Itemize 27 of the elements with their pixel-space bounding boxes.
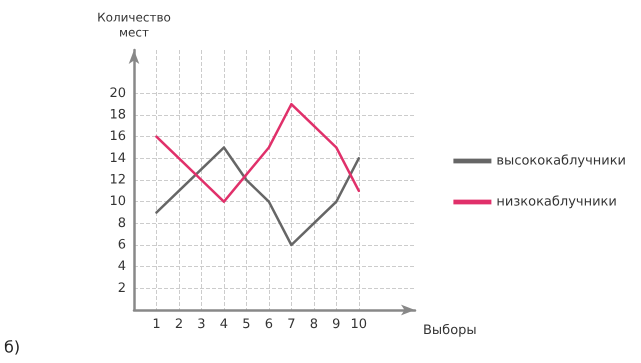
x-tick-label: 3 [197,317,206,332]
y-tick-label: 20 [109,86,126,101]
y-tick-label: 6 [118,238,126,252]
y-tick-label: 2 [118,280,126,296]
x-tick-label: 5 [242,317,251,332]
y-tick-label: 12 [109,172,126,188]
x-axis-title: Выборы [423,323,477,338]
y-tick-label: 14 [109,150,126,166]
x-tick-label: 4 [220,317,228,332]
y-tick-label: 4 [118,259,126,274]
x-tick-label: 10 [350,317,368,332]
x-tick-label: 9 [332,317,340,332]
text: б) [4,338,20,356]
legend-label: низкокаблучники [496,194,617,210]
line-series [155,146,360,246]
x-tick-label: 6 [264,317,274,332]
y-tick-label: 10 [109,194,126,210]
legend-label: высококаблучники [496,154,626,168]
x-tick-label: 2 [174,317,184,332]
y-axis-title: Количество мест [97,10,171,40]
x-tick-label: 7 [287,317,296,332]
y-tick-label: 18 [109,108,126,122]
x-tick-label: 1 [152,317,161,332]
y-tick-label: 8 [118,216,126,231]
y-tick-label: 16 [109,129,126,144]
x-tick-label: 8 [310,317,318,332]
line-series [155,102,360,203]
